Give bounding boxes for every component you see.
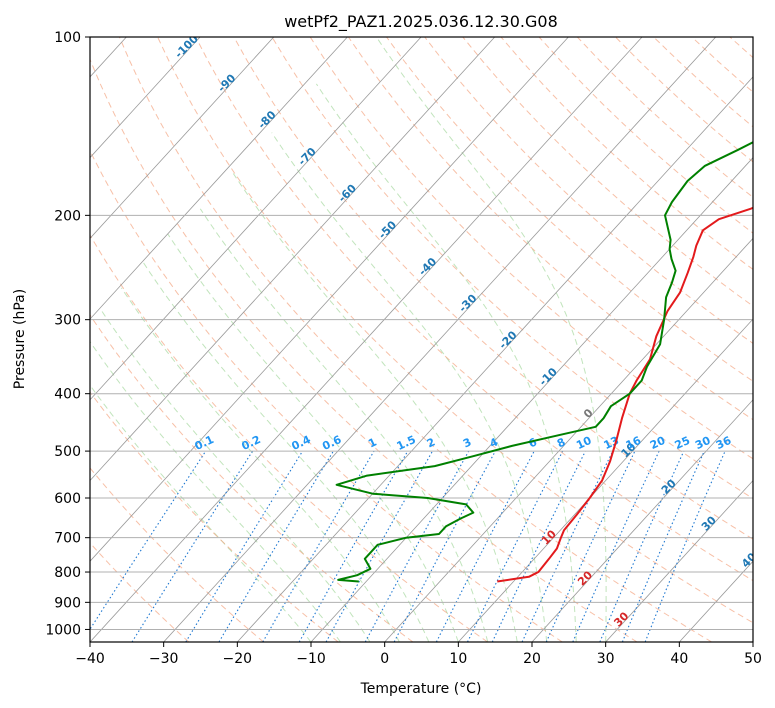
dry-adiabat-line — [386, 37, 753, 382]
mixing-ratio-line — [131, 450, 254, 642]
isotherm-line — [90, 37, 569, 562]
isotherm-line — [90, 37, 201, 159]
moist-adiabat-line — [232, 173, 518, 642]
moist-adiabat-line — [375, 37, 607, 642]
x-axis: −40 −30 −20 −10 0 10 20 30 40 50 — [75, 642, 762, 667]
mixing-ratio-label: 10 — [574, 434, 594, 452]
mixing-ratio-line — [467, 450, 564, 642]
isotherm-line — [90, 37, 348, 320]
dry-adiabat-line — [271, 37, 753, 500]
x-tick-label: 0 — [380, 651, 389, 667]
x-tick-label: 10 — [449, 651, 467, 667]
y-tick-label: 700 — [54, 531, 81, 547]
isotherm-line — [163, 37, 717, 642]
dry-adiabat-line — [347, 37, 753, 421]
mixing-ratio-label: 16 — [624, 434, 644, 452]
y-tick-label: 300 — [54, 313, 81, 329]
x-tick-label: 40 — [670, 651, 688, 667]
x-tick-label: −10 — [296, 651, 326, 667]
y-tick-label: 200 — [54, 208, 81, 224]
moist-adiabat-line — [120, 287, 400, 642]
dry-adiabat-line — [309, 37, 753, 460]
mixing-ratio-line — [621, 450, 705, 642]
chart-title: wetPf2_PAZ1.2025.036.12.30.G08 — [284, 12, 558, 32]
isotherm-line — [90, 37, 275, 239]
x-tick-label: −30 — [149, 651, 179, 667]
x-tick-label: 30 — [597, 651, 615, 667]
isotherm-line — [605, 479, 753, 642]
x-axis-label: Temperature (°C) — [360, 681, 482, 697]
mixing-ratio-line — [325, 450, 433, 642]
isotherm-line — [237, 76, 753, 642]
dry-adiabat-line — [90, 234, 488, 642]
dry-adiabat-line — [157, 37, 753, 624]
isotherm-line — [90, 37, 496, 482]
x-tick-label: 50 — [744, 651, 762, 667]
mixing-ratio-lines — [90, 450, 726, 642]
dry-adiabat-line — [90, 542, 190, 642]
dry-adiabat-line — [90, 467, 264, 642]
mixing-ratio-line — [90, 450, 207, 631]
mixing-ratio-line — [599, 450, 685, 642]
mixing-ratio-label: 36 — [714, 434, 734, 452]
mixing-ratio-line — [393, 450, 496, 642]
plot-area: -100-90-80-70-60-50-40-30-20-10010203040… — [90, 37, 753, 642]
plot-frame — [89, 36, 754, 643]
mixing-ratio-label: 25 — [673, 434, 692, 452]
moist-adiabat-line — [90, 340, 341, 642]
dry-adiabat-line — [195, 37, 753, 582]
y-tick-label: 500 — [54, 444, 81, 460]
y-tick-label: 400 — [54, 387, 81, 403]
temperature-profile-line — [497, 206, 753, 583]
isotherm-line — [90, 37, 643, 642]
sounding-profiles — [335, 141, 753, 583]
y-axis: 1000 900 800 700 600 500 400 300 200 100 — [45, 30, 90, 638]
mixing-ratio-label: 30 — [693, 434, 713, 452]
mixing-ratio-line — [644, 450, 726, 642]
isotherm-line — [90, 37, 422, 401]
y-tick-label: 100 — [54, 30, 81, 46]
pressure-gridlines — [90, 37, 753, 630]
isotherm-line — [531, 399, 753, 642]
isotherms — [90, 37, 753, 642]
x-tick-label: −40 — [75, 651, 105, 667]
mixing-ratio-line — [364, 450, 470, 642]
mixing-ratio-label: 20 — [648, 434, 668, 452]
x-tick-label: −20 — [223, 651, 253, 667]
dry-adiabat-line — [90, 149, 563, 642]
y-tick-label: 600 — [54, 491, 81, 507]
y-axis-label: Pressure (hPa) — [12, 289, 28, 389]
mixing-ratio-line — [572, 450, 660, 642]
dry-adiabat-line — [90, 58, 638, 642]
y-tick-label: 900 — [54, 595, 81, 611]
mixing-ratio-line — [185, 450, 304, 642]
dry-adiabat-line — [118, 37, 712, 642]
moist-adiabat-line — [101, 310, 371, 642]
y-tick-label: 800 — [54, 565, 81, 581]
isotherm-line — [310, 157, 753, 642]
x-tick-label: 20 — [523, 651, 541, 667]
moist-adiabat-line — [142, 262, 430, 642]
isotherm-line — [458, 318, 753, 642]
dewpoint-profile-line — [335, 141, 753, 583]
moist-adiabat-line — [167, 233, 459, 642]
y-tick-label: 1000 — [45, 622, 81, 638]
